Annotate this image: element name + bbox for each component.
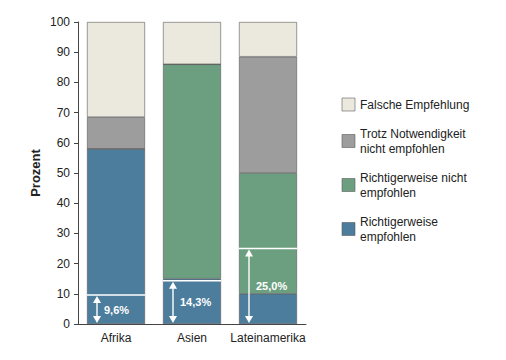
svg-text:Falsche Empfehlung: Falsche Empfehlung	[360, 98, 469, 112]
svg-text:25,0%: 25,0%	[256, 280, 287, 292]
svg-text:Lateinamerika: Lateinamerika	[230, 331, 306, 345]
svg-text:14,3%: 14,3%	[180, 296, 211, 308]
svg-text:nicht empfohlen: nicht empfohlen	[360, 142, 445, 156]
svg-text:50: 50	[57, 166, 71, 180]
svg-text:Trotz Notwendigkeit: Trotz Notwendigkeit	[360, 127, 469, 141]
svg-text:10: 10	[57, 287, 71, 301]
svg-text:Richtigerweise: Richtigerweise	[360, 215, 441, 229]
svg-text:0: 0	[63, 317, 70, 331]
svg-text:100: 100	[50, 15, 70, 29]
svg-text:40: 40	[57, 196, 71, 210]
svg-text:Asien: Asien	[177, 331, 207, 345]
svg-text:Richtigerweise nicht: Richtigerweise nicht	[360, 171, 470, 185]
svg-text:Prozent: Prozent	[28, 148, 43, 196]
svg-text:30: 30	[57, 226, 71, 240]
svg-text:empfohlen: empfohlen	[360, 186, 416, 200]
svg-text:70: 70	[57, 106, 71, 120]
svg-text:9,6%: 9,6%	[104, 304, 129, 316]
svg-text:20: 20	[57, 257, 71, 271]
svg-text:Afrika: Afrika	[101, 331, 132, 345]
svg-text:60: 60	[57, 136, 71, 150]
svg-text:90: 90	[57, 45, 71, 59]
svg-text:empfohlen: empfohlen	[360, 230, 416, 244]
svg-text:80: 80	[57, 75, 71, 89]
